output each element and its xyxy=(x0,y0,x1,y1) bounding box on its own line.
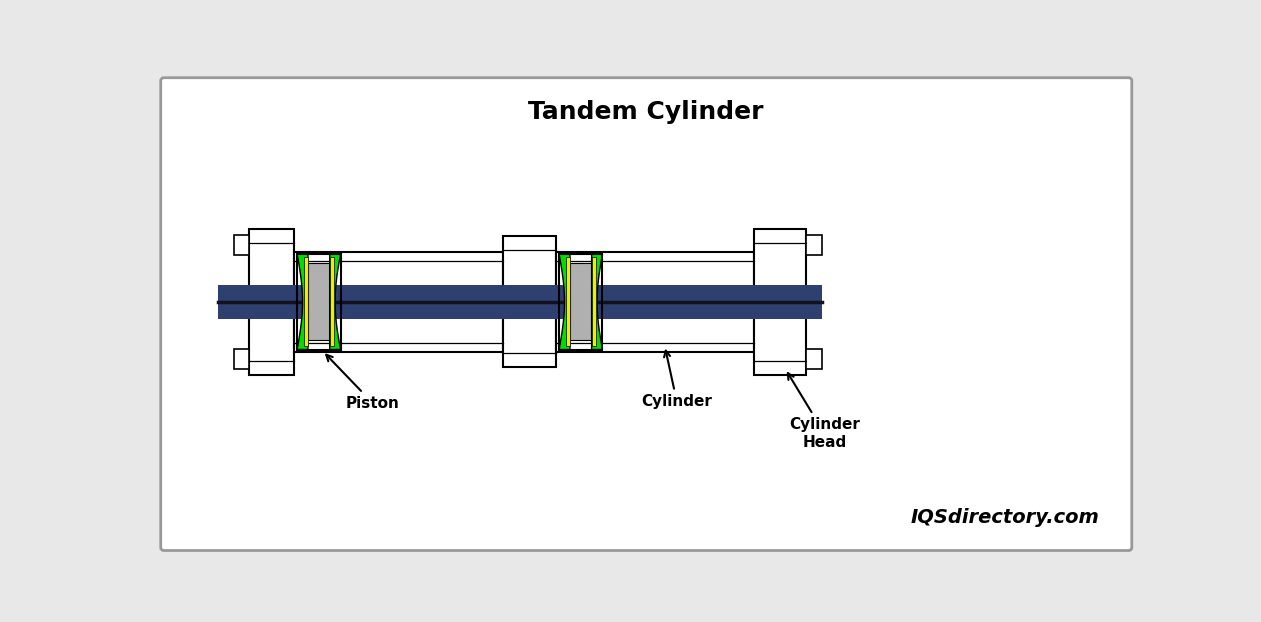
Bar xyxy=(233,349,250,369)
Text: Tandem Cylinder: Tandem Cylinder xyxy=(528,100,764,124)
Text: IQSdirectory.com: IQSdirectory.com xyxy=(910,508,1100,527)
Polygon shape xyxy=(329,254,340,350)
Bar xyxy=(308,263,329,340)
Bar xyxy=(329,257,334,346)
Bar xyxy=(556,252,754,352)
Text: Piston: Piston xyxy=(327,355,400,411)
Text: Cylinder
Head: Cylinder Head xyxy=(788,373,860,450)
Bar xyxy=(298,254,340,350)
Bar xyxy=(754,229,806,375)
Bar xyxy=(294,252,503,352)
Bar xyxy=(559,254,603,350)
Bar xyxy=(591,257,595,346)
Bar xyxy=(233,234,250,255)
Bar xyxy=(503,236,556,367)
Bar xyxy=(304,257,308,346)
Bar xyxy=(806,234,822,255)
Bar xyxy=(566,257,570,346)
FancyBboxPatch shape xyxy=(160,78,1132,550)
Polygon shape xyxy=(298,254,308,350)
Bar xyxy=(570,263,591,340)
Text: Cylinder: Cylinder xyxy=(642,351,712,409)
Bar xyxy=(218,285,822,318)
Bar xyxy=(806,349,822,369)
Bar xyxy=(250,229,294,375)
Polygon shape xyxy=(591,254,603,350)
Polygon shape xyxy=(559,254,570,350)
